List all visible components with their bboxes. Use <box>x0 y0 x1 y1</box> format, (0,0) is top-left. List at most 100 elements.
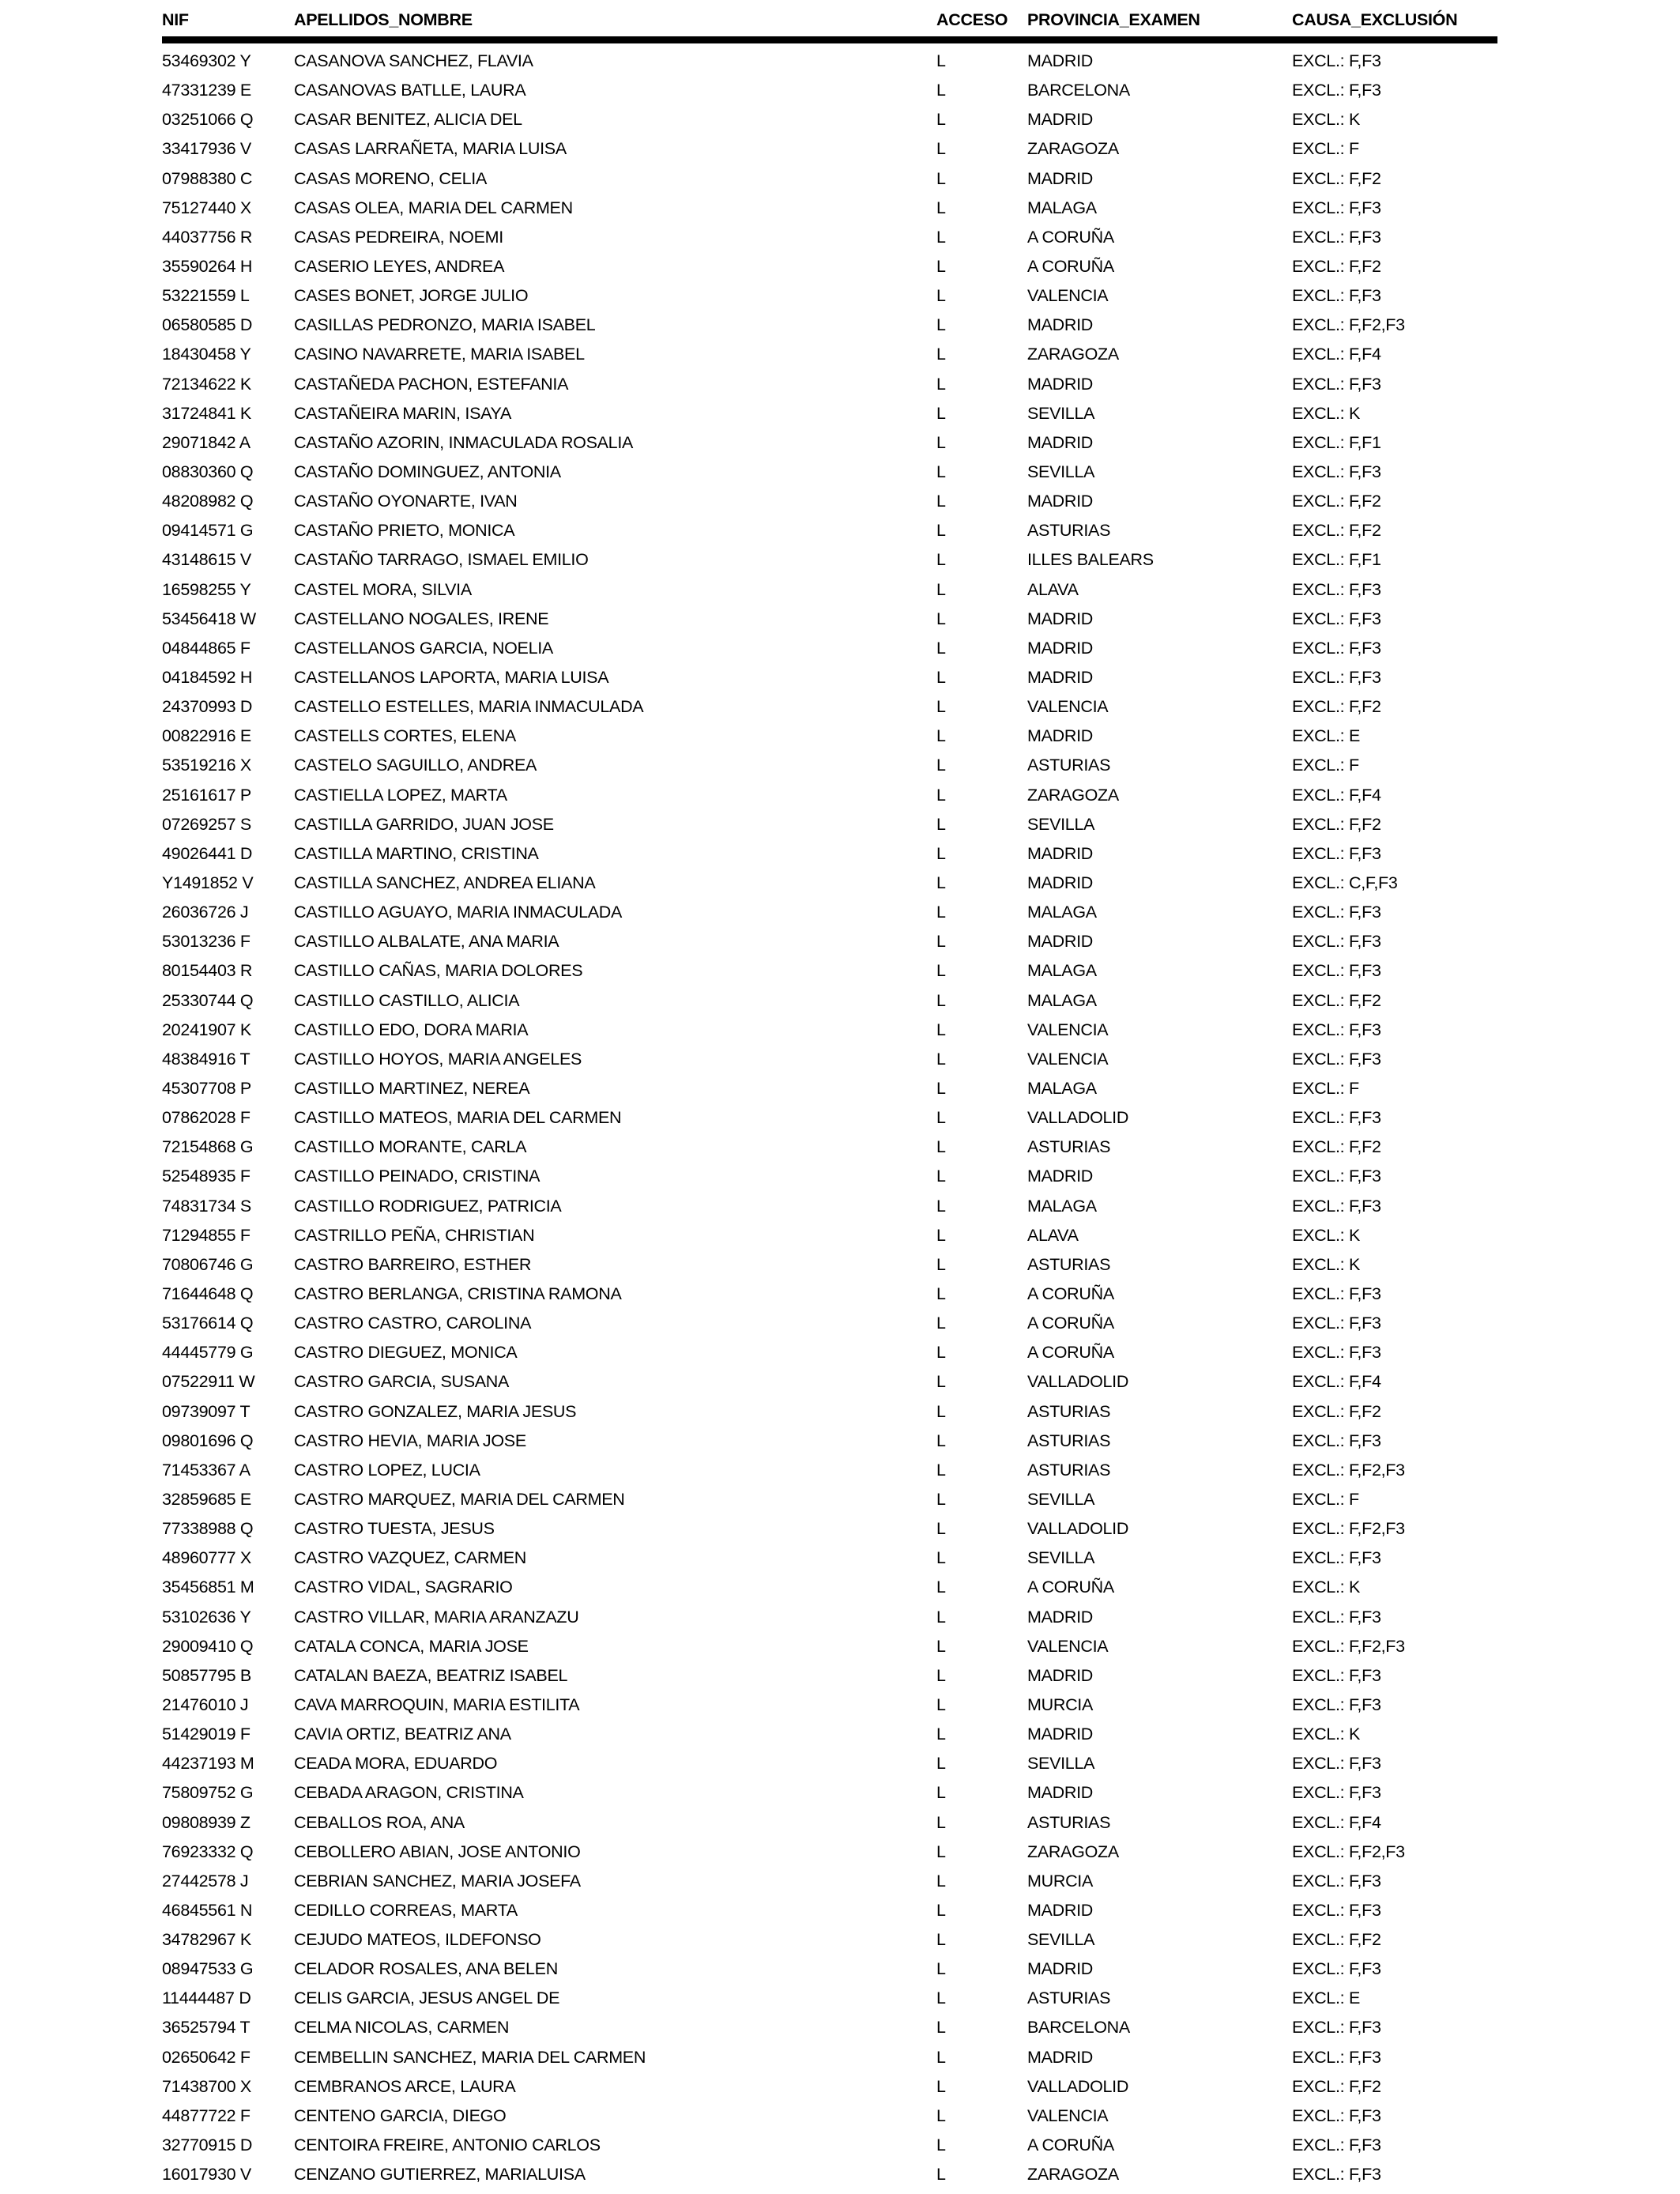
cell-provincia-examen: MADRID <box>1027 1959 1094 1979</box>
cell-apellidos-nombre: CASTILLO PEINADO, CRISTINA <box>294 1167 541 1186</box>
cell-apellidos-nombre: CASANOVAS BATLLE, LAURA <box>294 81 526 100</box>
table-row: 02650642 F CEMBELLIN SANCHEZ, MARIA DEL … <box>162 2043 1497 2072</box>
cell-acceso: L <box>936 1049 946 1069</box>
table-row: 09739097 T CASTRO GONZALEZ, MARIA JESUS … <box>162 1397 1497 1426</box>
cell-nif: 72154868 G <box>162 1137 254 1157</box>
cell-apellidos-nombre: CASANOVA SANCHEZ, FLAVIA <box>294 51 533 71</box>
cell-acceso: L <box>936 1372 946 1392</box>
cell-nif: 53469302 Y <box>162 51 251 71</box>
cell-acceso: L <box>936 521 946 541</box>
table-row: 29009410 Q CATALA CONCA, MARIA JOSE L VA… <box>162 1632 1497 1661</box>
cell-provincia-examen: ILLES BALEARS <box>1027 550 1154 570</box>
cell-nif: 35456851 M <box>162 1578 254 1597</box>
cell-causa-exclusion: EXCL.: F,F3 <box>1292 2105 1381 2125</box>
cell-apellidos-nombre: CEBADA ARAGON, CRISTINA <box>294 1783 524 1803</box>
table-row: 71438700 X CEMBRANOS ARCE, LAURA L VALLA… <box>162 2072 1497 2102</box>
cell-causa-exclusion: EXCL.: F <box>1292 139 1359 159</box>
column-header-causa-exclusion: CAUSA_EXCLUSIÓN <box>1292 10 1497 43</box>
cell-acceso: L <box>936 462 946 482</box>
cell-provincia-examen: MADRID <box>1027 1167 1094 1186</box>
cell-apellidos-nombre: CASTAÑO TARRAGO, ISMAEL EMILIO <box>294 550 589 570</box>
cell-apellidos-nombre: CEBALLOS ROA, ANA <box>294 1812 465 1832</box>
table-row: 75127440 X CASAS OLEA, MARIA DEL CARMEN … <box>162 194 1497 223</box>
cell-acceso: L <box>936 843 946 863</box>
cell-nif: 07862028 F <box>162 1108 250 1128</box>
cell-acceso: L <box>936 1959 946 1979</box>
cell-apellidos-nombre: CENTOIRA FREIRE, ANTONIO CARLOS <box>294 2136 601 2155</box>
cell-provincia-examen: ASTURIAS <box>1027 1460 1111 1480</box>
cell-nif: 46845561 N <box>162 1900 253 1920</box>
table-row: 34782967 K CEJUDO MATEOS, ILDEFONSO L SE… <box>162 1925 1497 1955</box>
cell-acceso: L <box>936 1225 946 1245</box>
cell-apellidos-nombre: CATALAN BAEZA, BEATRIZ ISABEL <box>294 1665 568 1685</box>
cell-provincia-examen: MADRID <box>1027 432 1094 452</box>
cell-nif: 76923332 Q <box>162 1842 254 1861</box>
cell-provincia-examen: MADRID <box>1027 1783 1094 1803</box>
cell-provincia-examen: MADRID <box>1027 110 1094 130</box>
cell-nif: 45307708 P <box>162 1078 251 1098</box>
cell-acceso: L <box>936 1314 946 1333</box>
cell-acceso: L <box>936 1754 946 1774</box>
cell-provincia-examen: VALENCIA <box>1027 697 1109 717</box>
cell-causa-exclusion: EXCL.: F <box>1292 756 1359 775</box>
cell-causa-exclusion: EXCL.: F,F3 <box>1292 1314 1381 1333</box>
table-row: 09808939 Z CEBALLOS ROA, ANA L ASTURIAS … <box>162 1808 1497 1837</box>
cell-causa-exclusion: EXCL.: F,F3 <box>1292 1900 1381 1920</box>
table-row: 46845561 N CEDILLO CORREAS, MARTA L MADR… <box>162 1896 1497 1925</box>
cell-nif: 07522911 W <box>162 1372 255 1392</box>
cell-nif: 07988380 C <box>162 168 253 188</box>
table-row: 75809752 G CEBADA ARAGON, CRISTINA L MAD… <box>162 1778 1497 1808</box>
cell-provincia-examen: MALAGA <box>1027 1078 1097 1098</box>
cell-causa-exclusion: EXCL.: F,F2 <box>1292 2076 1381 2096</box>
cell-acceso: L <box>936 51 946 71</box>
cell-apellidos-nombre: CEADA MORA, EDUARDO <box>294 1754 498 1774</box>
cell-acceso: L <box>936 609 946 628</box>
cell-provincia-examen: ZARAGOZA <box>1027 345 1119 364</box>
cell-provincia-examen: A CORUÑA <box>1027 227 1114 247</box>
cell-nif: 52548935 F <box>162 1167 250 1186</box>
column-header-provincia-examen: PROVINCIA_EXAMEN <box>1027 10 1292 43</box>
cell-acceso: L <box>936 1607 946 1627</box>
cell-causa-exclusion: EXCL.: F,F3 <box>1292 932 1381 952</box>
table-row: 06580585 D CASILLAS PEDRONZO, MARIA ISAB… <box>162 311 1497 340</box>
cell-causa-exclusion: EXCL.: F,F3 <box>1292 609 1381 628</box>
cell-causa-exclusion: EXCL.: F,F3 <box>1292 1665 1381 1685</box>
cell-provincia-examen: VALLADOLID <box>1027 1519 1129 1539</box>
cell-acceso: L <box>936 1460 946 1480</box>
table-row: 11444487 D CELIS GARCIA, JESUS ANGEL DE … <box>162 1984 1497 2013</box>
cell-acceso: L <box>936 2018 946 2038</box>
cell-provincia-examen: ASTURIAS <box>1027 521 1111 541</box>
column-header-apellidos-nombre: APELLIDOS_NOMBRE <box>294 10 936 43</box>
cell-causa-exclusion: EXCL.: F,F3 <box>1292 903 1381 922</box>
cell-causa-exclusion: EXCL.: F,F3 <box>1292 1284 1381 1303</box>
cell-causa-exclusion: EXCL.: K <box>1292 110 1361 130</box>
table-row: 33417936 V CASAS LARRAÑETA, MARIA LUISA … <box>162 134 1497 164</box>
cell-apellidos-nombre: CEDILLO CORREAS, MARTA <box>294 1900 518 1920</box>
cell-causa-exclusion: EXCL.: K <box>1292 1725 1361 1744</box>
cell-acceso: L <box>936 374 946 394</box>
cell-provincia-examen: MALAGA <box>1027 1196 1097 1216</box>
table-row: 32770915 D CENTOIRA FREIRE, ANTONIO CARL… <box>162 2131 1497 2160</box>
cell-causa-exclusion: EXCL.: F,F3 <box>1292 1196 1381 1216</box>
cell-acceso: L <box>936 550 946 570</box>
cell-apellidos-nombre: CELIS GARCIA, JESUS ANGEL DE <box>294 1989 560 2008</box>
cell-acceso: L <box>936 1548 946 1568</box>
cell-provincia-examen: A CORUÑA <box>1027 2136 1114 2155</box>
cell-apellidos-nombre: CEBRIAN SANCHEZ, MARIA JOSEFA <box>294 1871 581 1891</box>
cell-nif: 09414571 G <box>162 521 254 541</box>
cell-provincia-examen: ASTURIAS <box>1027 1401 1111 1421</box>
cell-apellidos-nombre: CASAR BENITEZ, ALICIA DEL <box>294 110 522 130</box>
cell-causa-exclusion: EXCL.: F,F3 <box>1292 81 1381 100</box>
table-row: 74831734 S CASTILLO RODRIGUEZ, PATRICIA … <box>162 1191 1497 1220</box>
table-row: 08830360 Q CASTAÑO DOMINGUEZ, ANTONIA L … <box>162 458 1497 487</box>
cell-nif: 49026441 D <box>162 843 253 863</box>
cell-apellidos-nombre: CAVIA ORTIZ, BEATRIZ ANA <box>294 1725 511 1744</box>
cell-provincia-examen: VALLADOLID <box>1027 1108 1129 1128</box>
cell-apellidos-nombre: CASTAÑO OYONARTE, IVAN <box>294 492 518 511</box>
cell-apellidos-nombre: CASES BONET, JORGE JULIO <box>294 286 529 306</box>
table-row: 53519216 X CASTELO SAGUILLO, ANDREA L AS… <box>162 751 1497 780</box>
cell-provincia-examen: MALAGA <box>1027 961 1097 981</box>
cell-provincia-examen: ASTURIAS <box>1027 1137 1111 1157</box>
cell-provincia-examen: SEVILLA <box>1027 1754 1095 1774</box>
